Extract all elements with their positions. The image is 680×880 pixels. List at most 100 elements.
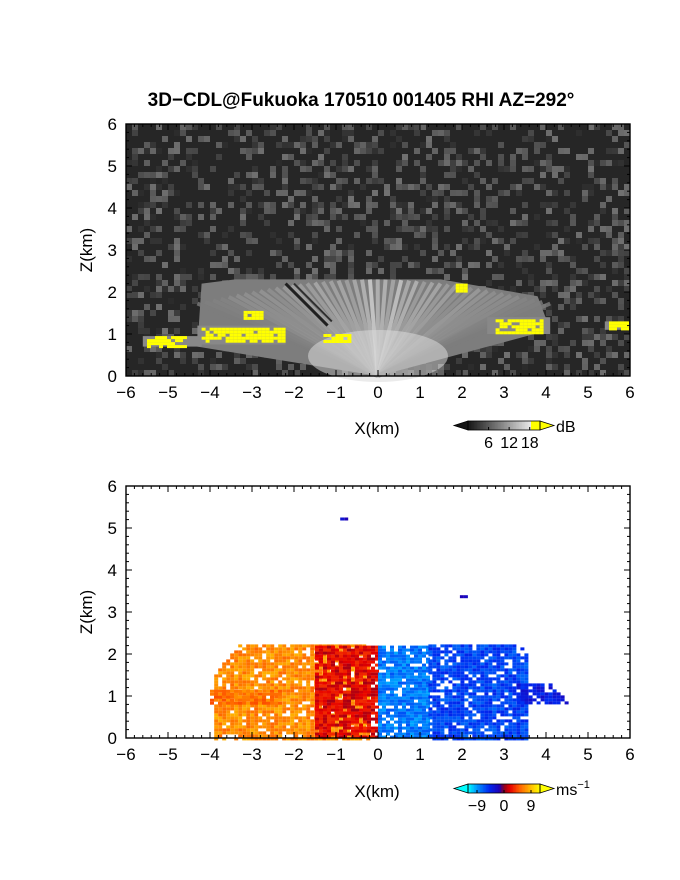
velocity-cell bbox=[378, 735, 382, 739]
velocity-cell bbox=[504, 737, 509, 741]
noise-cell bbox=[228, 226, 234, 232]
velocity-cell bbox=[456, 737, 461, 741]
velocity-cell bbox=[378, 720, 382, 724]
velocity-cell bbox=[270, 698, 274, 702]
colorbar-swatch bbox=[513, 421, 515, 430]
velocity-cell bbox=[294, 725, 299, 729]
velocity-cell bbox=[516, 701, 521, 705]
velocity-cell bbox=[444, 701, 449, 705]
velocity-cell bbox=[278, 668, 283, 672]
velocity-cell bbox=[310, 665, 315, 669]
noise-cell bbox=[354, 232, 360, 238]
velocity-cell bbox=[319, 711, 323, 715]
noise-cell bbox=[522, 166, 528, 172]
velocity-cell bbox=[214, 734, 219, 738]
velocity-cell bbox=[520, 737, 525, 741]
velocity-cell bbox=[552, 701, 557, 705]
noise-cell bbox=[210, 262, 216, 268]
velocity-cell bbox=[504, 719, 509, 723]
velocity-cell bbox=[335, 708, 339, 712]
velocity-cell bbox=[331, 660, 335, 664]
velocity-cell bbox=[406, 684, 410, 688]
noise-cell bbox=[300, 142, 306, 148]
velocity-cell bbox=[428, 662, 433, 666]
noise-cell bbox=[618, 340, 624, 346]
velocity-cell bbox=[398, 666, 402, 670]
noise-cell bbox=[138, 208, 144, 214]
noise-cell bbox=[582, 280, 588, 286]
velocity-cell bbox=[432, 680, 437, 684]
velocity-cell bbox=[492, 725, 497, 729]
noise-cell bbox=[360, 220, 366, 226]
velocity-cell bbox=[406, 717, 410, 721]
noise-cell bbox=[330, 244, 336, 250]
velocity-cell bbox=[456, 734, 461, 738]
velocity-cell bbox=[362, 722, 367, 726]
velocity-cell bbox=[334, 695, 339, 699]
velocity-cell bbox=[266, 734, 271, 738]
noise-cell bbox=[480, 364, 486, 370]
velocity-cell bbox=[484, 668, 489, 672]
velocity-cell bbox=[367, 645, 371, 649]
velocity-cell bbox=[520, 680, 525, 684]
velocity-cell bbox=[460, 692, 465, 696]
velocity-cell bbox=[323, 717, 327, 721]
velocity-cell bbox=[520, 668, 525, 672]
velocity-cell bbox=[418, 690, 422, 694]
velocity-cell bbox=[359, 711, 363, 715]
velocity-cell bbox=[422, 735, 426, 739]
velocity-cell bbox=[371, 735, 375, 739]
noise-cell bbox=[588, 190, 594, 196]
noise-cell bbox=[600, 358, 606, 364]
velocity-cell bbox=[472, 695, 477, 699]
velocity-cell bbox=[496, 719, 501, 723]
velocity-cell bbox=[460, 710, 465, 714]
noise-cell bbox=[156, 286, 162, 292]
colorbar-swatch bbox=[535, 421, 538, 430]
velocity-cell bbox=[432, 686, 437, 690]
velocity-cell bbox=[274, 659, 279, 663]
velocity-cell bbox=[266, 686, 271, 690]
velocity-cell bbox=[524, 671, 529, 675]
velocity-cell bbox=[456, 674, 461, 678]
velocity-cell bbox=[344, 517, 349, 521]
velocity-cell bbox=[319, 687, 323, 691]
velocity-cell bbox=[250, 680, 255, 684]
velocity-cell bbox=[294, 671, 299, 675]
velocity-cell bbox=[302, 674, 307, 678]
velocity-cell bbox=[480, 701, 485, 705]
noise-cell bbox=[570, 286, 576, 292]
noise-cell bbox=[240, 196, 246, 202]
velocity-cell bbox=[496, 725, 501, 729]
strong-echo-cell bbox=[163, 342, 167, 346]
velocity-cell bbox=[422, 687, 426, 691]
noise-cell bbox=[252, 364, 258, 370]
velocity-cell bbox=[500, 668, 505, 672]
velocity-cell bbox=[516, 719, 521, 723]
colorbar-swatch bbox=[484, 421, 487, 430]
velocity-cell bbox=[432, 677, 437, 681]
noise-cell bbox=[408, 214, 414, 220]
strong-echo-cell bbox=[247, 310, 252, 314]
velocity-cell bbox=[472, 737, 477, 741]
velocity-cell bbox=[234, 695, 238, 699]
strong-echo-cell bbox=[229, 327, 234, 331]
noise-cell bbox=[504, 244, 510, 250]
velocity-cell bbox=[355, 720, 359, 724]
velocity-cell bbox=[322, 737, 327, 741]
colorbar-swatch bbox=[523, 421, 526, 430]
velocity-cell bbox=[298, 659, 303, 663]
velocity-cell bbox=[250, 704, 255, 708]
strong-echo-cell bbox=[621, 324, 625, 328]
velocity-cell bbox=[346, 728, 351, 732]
velocity-cell bbox=[448, 644, 453, 648]
velocity-cell bbox=[371, 666, 375, 670]
velocity-cell bbox=[484, 716, 489, 720]
velocity-cell bbox=[378, 711, 382, 715]
velocity-cell bbox=[524, 710, 529, 714]
velocity-cell bbox=[290, 662, 295, 666]
velocity-cell bbox=[266, 671, 271, 675]
noise-cell bbox=[552, 136, 558, 142]
velocity-cell bbox=[363, 708, 367, 712]
noise-cell bbox=[588, 334, 594, 340]
